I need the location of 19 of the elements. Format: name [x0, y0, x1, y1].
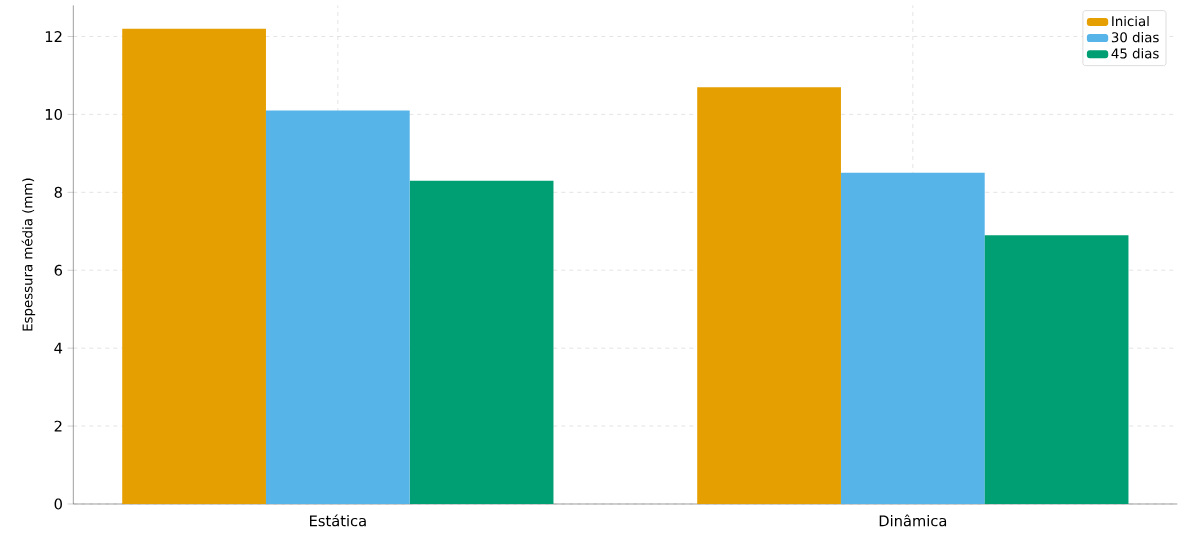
- y-tick-label: 0: [54, 498, 62, 510]
- bar: [840, 172, 985, 504]
- legend-label: 30 dias: [1111, 31, 1159, 43]
- bar: [984, 235, 1129, 504]
- y-tick-label: 12: [45, 30, 62, 42]
- x-tick-label: Dinâmica: [879, 514, 947, 527]
- y-axis-title: Espessura média (mm): [21, 178, 36, 331]
- legend-label: Inicial: [1112, 15, 1149, 27]
- bar: [697, 86, 841, 504]
- bar: [409, 180, 554, 504]
- bar: [265, 110, 410, 504]
- y-tick-label: 6: [54, 264, 63, 276]
- legend-label: 45 dias: [1111, 48, 1159, 59]
- y-tick-label: 2: [54, 420, 62, 432]
- x-tick-label: Estática: [310, 514, 366, 527]
- bar: [122, 28, 266, 504]
- y-tick-label: 8: [54, 186, 62, 198]
- y-tick-label: 4: [54, 342, 63, 354]
- y-tick-label: 10: [45, 108, 62, 120]
